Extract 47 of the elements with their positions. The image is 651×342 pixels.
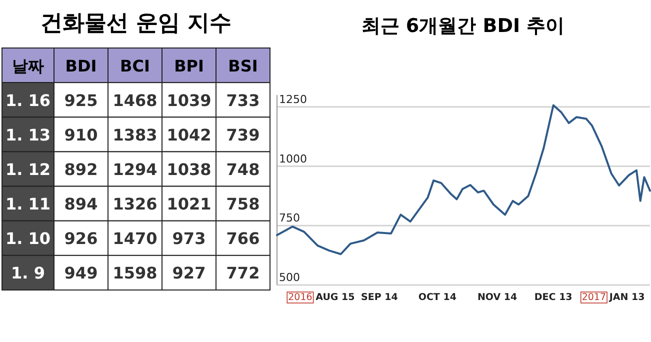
y-tick-label: 1. 11 (5, 194, 51, 214)
data-label: 1021 (166, 194, 212, 214)
data-label: 1383 (112, 125, 158, 144)
data-label: 925 (64, 90, 98, 110)
chart-title: 건화물선 운임 지수 (40, 11, 232, 36)
y-tick-label: 1. 12 (5, 160, 51, 179)
x-tick-label: DEC 13 (534, 292, 572, 303)
data-label: 926 (64, 229, 98, 248)
x-tick-label: OCT 14 (418, 292, 457, 303)
y-tick-label: 1000 (279, 152, 307, 166)
x-tick-label: 2017 JAN 13 (582, 292, 645, 303)
data-label: 949 (64, 264, 98, 283)
data-label: 910 (64, 125, 98, 144)
data-label: 733 (226, 90, 260, 110)
data-label: 739 (226, 125, 260, 144)
x-tick-label: BPI (174, 56, 204, 76)
x-tick-label: NOV 14 (477, 292, 518, 303)
data-label: 748 (226, 160, 260, 179)
data-label: 1470 (112, 229, 158, 248)
y-tick-label: 1. 10 (5, 229, 51, 248)
y-tick-label: 1. 9 (11, 264, 45, 283)
data-label: 1042 (166, 125, 212, 144)
data-label: 772 (226, 264, 260, 283)
y-tick-label: 750 (279, 212, 300, 225)
x-tick-label: 2016 AUG 15 (288, 292, 355, 303)
data-label: 1038 (166, 160, 212, 179)
y-tick-label: 1. 13 (5, 125, 51, 144)
chart-title: 최근 6개월간 BDI 추이 (361, 15, 565, 37)
data-label: 1468 (112, 90, 158, 110)
x-tick-label: BSI (228, 56, 258, 76)
y-tick-label: 1. 16 (5, 90, 51, 110)
data-label: 1294 (112, 160, 158, 179)
data-label: 1039 (166, 90, 212, 110)
y-axis-title: 날짜 (12, 56, 44, 76)
x-tick-label: BCI (120, 56, 150, 76)
data-label: 894 (64, 194, 98, 214)
y-tick-label: 1250 (279, 92, 307, 106)
data-label: 1326 (112, 194, 158, 214)
data-label: 1598 (112, 264, 158, 283)
x-tick-label: BDI (65, 56, 97, 76)
y-tick-label: 500 (279, 271, 300, 284)
data-label: 758 (226, 194, 260, 214)
data-label: 892 (64, 160, 98, 179)
data-label: 766 (226, 229, 260, 248)
x-tick-label: SEP 14 (361, 292, 398, 303)
data-label: 927 (172, 264, 206, 283)
data-label: 973 (172, 229, 206, 248)
